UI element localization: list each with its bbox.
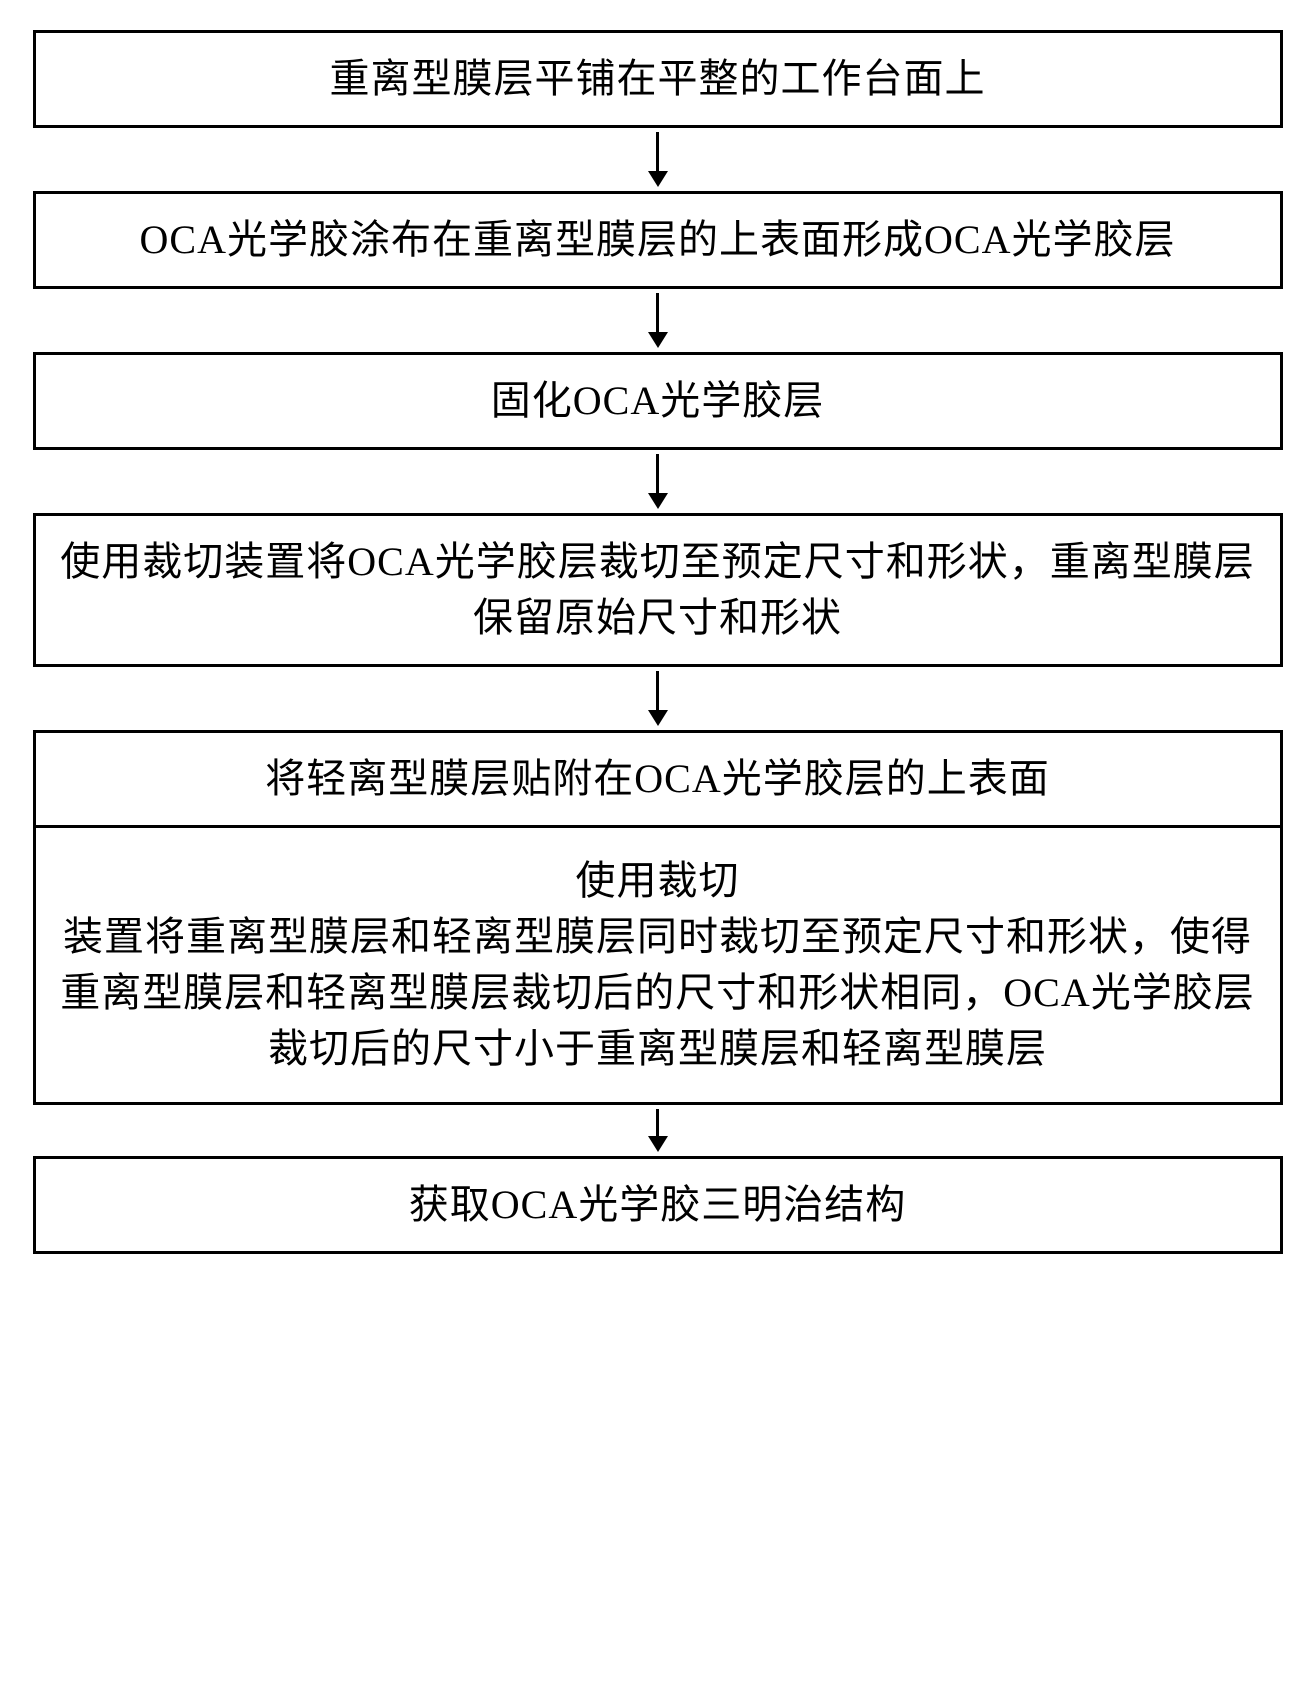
step-text-2: OCA光学胶涂布在重离型膜层的上表面形成OCA光学胶层 xyxy=(140,212,1176,268)
step-text-3: 固化OCA光学胶层 xyxy=(491,373,824,429)
arrow-line xyxy=(656,454,659,494)
step-text-1: 重离型膜层平铺在平整的工作台面上 xyxy=(330,51,986,107)
step-text-6: 使用裁切 装置将重离型膜层和轻离型膜层同时裁切至预定尺寸和形状，使得重离型膜层和… xyxy=(60,853,1256,1077)
arrow-line xyxy=(656,1109,659,1137)
arrow-head-icon xyxy=(648,493,668,509)
arrow-head-icon xyxy=(648,1136,668,1152)
arrow-line xyxy=(656,671,659,711)
step-box-1: 重离型膜层平铺在平整的工作台面上 xyxy=(33,30,1283,128)
arrow-6-7 xyxy=(648,1109,668,1152)
step-text-4: 使用裁切装置将OCA光学胶层裁切至预定尺寸和形状，重离型膜层保留原始尺寸和形状 xyxy=(60,534,1256,646)
arrow-line xyxy=(656,293,659,333)
arrow-head-icon xyxy=(648,332,668,348)
step-box-5: 将轻离型膜层贴附在OCA光学胶层的上表面 xyxy=(33,730,1283,828)
arrow-3-4 xyxy=(648,454,668,509)
step-text-5: 将轻离型膜层贴附在OCA光学胶层的上表面 xyxy=(265,751,1049,807)
step-box-4: 使用裁切装置将OCA光学胶层裁切至预定尺寸和形状，重离型膜层保留原始尺寸和形状 xyxy=(33,513,1283,667)
arrow-line xyxy=(656,132,659,172)
step-box-2: OCA光学胶涂布在重离型膜层的上表面形成OCA光学胶层 xyxy=(33,191,1283,289)
arrow-head-icon xyxy=(648,171,668,187)
arrow-2-3 xyxy=(648,293,668,348)
arrow-head-icon xyxy=(648,710,668,726)
arrow-4-5 xyxy=(648,671,668,726)
step-text-7: 获取OCA光学胶三明治结构 xyxy=(409,1177,906,1233)
step-box-6: 使用裁切 装置将重离型膜层和轻离型膜层同时裁切至预定尺寸和形状，使得重离型膜层和… xyxy=(33,825,1283,1105)
flowchart-container: 重离型膜层平铺在平整的工作台面上 OCA光学胶涂布在重离型膜层的上表面形成OCA… xyxy=(33,30,1283,1254)
step-box-7: 获取OCA光学胶三明治结构 xyxy=(33,1156,1283,1254)
step-box-3: 固化OCA光学胶层 xyxy=(33,352,1283,450)
arrow-1-2 xyxy=(648,132,668,187)
